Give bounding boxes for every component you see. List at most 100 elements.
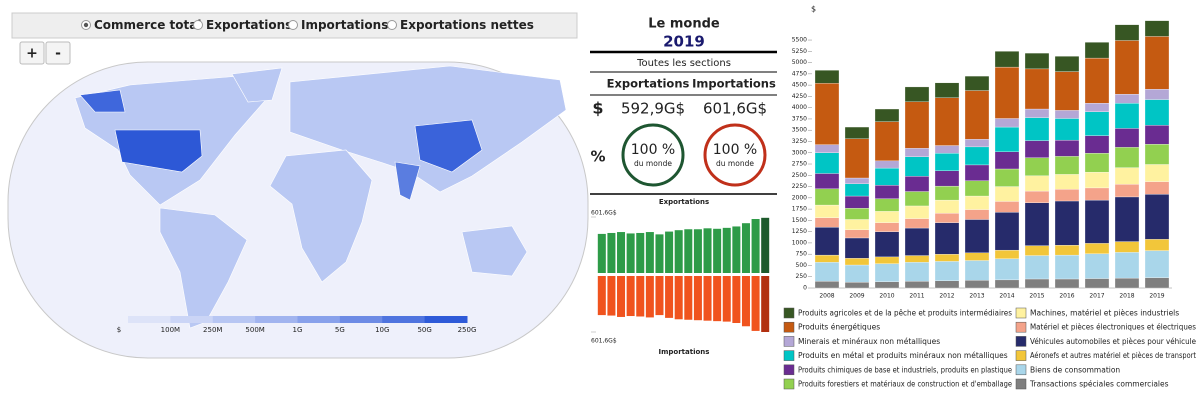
share-ring <box>703 123 767 187</box>
legend-label: Machines, matériel et pièces industriels <box>1030 309 1179 318</box>
mini-bar <box>713 228 722 273</box>
bar-segment <box>1054 200 1080 246</box>
bar-segment <box>1054 245 1080 256</box>
mini-bar <box>674 230 683 273</box>
africa <box>269 149 373 283</box>
mini-bar <box>617 276 626 317</box>
x-tick-label: 2016 <box>1059 293 1074 300</box>
china <box>414 119 483 173</box>
x-tick-label: 2018 <box>1119 293 1134 300</box>
bar-segment <box>814 262 840 282</box>
radio-dot[interactable] <box>83 22 89 28</box>
legend-swatch <box>382 316 426 323</box>
bar-segment <box>904 86 930 102</box>
x-tick-label: 2015 <box>1029 293 1044 300</box>
bar-segment <box>1024 157 1050 176</box>
y-tick-label: 1750 <box>792 206 807 213</box>
legend-label: 5G <box>335 326 345 334</box>
bar-segment <box>1084 171 1110 189</box>
bar-segment <box>1144 181 1170 195</box>
share-caption: du monde <box>634 159 672 168</box>
bar-segment <box>994 66 1020 119</box>
bar-segment <box>1144 89 1170 100</box>
mini-bar <box>655 276 664 316</box>
bar-segment <box>1054 174 1080 190</box>
zoom-button[interactable]: + <box>19 41 45 65</box>
bar-segment <box>934 199 960 214</box>
mini-title: Importations <box>659 348 710 356</box>
radio-label[interactable]: Commerce total <box>94 18 201 32</box>
bar-segment <box>994 201 1020 213</box>
y-tick-label: 3750 <box>792 115 807 122</box>
bar-segment <box>1054 139 1080 157</box>
legend-swatch <box>1015 321 1027 333</box>
mini-bar <box>732 276 741 324</box>
zoom-button[interactable]: - <box>45 41 71 65</box>
bar-segment <box>814 173 840 189</box>
bar-segment <box>1054 156 1080 175</box>
legend-swatch <box>783 350 795 361</box>
bar-segment <box>964 146 990 166</box>
bar-segment <box>1024 52 1050 70</box>
header: Exportations <box>607 77 690 91</box>
radio-option[interactable]: Exportations nettes <box>387 18 534 32</box>
y-tick-label: 5500 <box>792 37 807 44</box>
bar-segment <box>874 222 900 232</box>
y-tick-label: 5250 <box>792 48 807 55</box>
legend-swatch <box>783 378 795 390</box>
bar-segment <box>934 261 960 281</box>
bar-segment <box>1054 56 1080 72</box>
x-tick-label: 2017 <box>1089 293 1104 300</box>
mini-bar <box>617 232 626 273</box>
zoom-label[interactable]: + <box>26 46 38 62</box>
bar-segment <box>904 176 930 192</box>
bar-segment <box>904 227 930 256</box>
bar-segment <box>1024 68 1050 110</box>
radio-label[interactable]: Exportations nettes <box>400 18 534 32</box>
zoom-label[interactable]: - <box>55 46 61 62</box>
radio-label[interactable]: Importations <box>301 18 388 32</box>
bar-segment <box>1144 194 1170 240</box>
x-tick-label: 2011 <box>909 293 924 300</box>
radio-option[interactable]: Importations <box>288 18 389 32</box>
x-tick-label: 2014 <box>999 293 1014 300</box>
bar-segment <box>814 226 840 256</box>
radio-option[interactable]: Commerce total <box>81 18 202 32</box>
radio-option[interactable]: Exportations <box>193 18 293 32</box>
bar-segment <box>964 139 990 148</box>
bar-segment <box>994 151 1020 170</box>
bar-segment <box>1114 167 1140 185</box>
radio-label[interactable]: Exportations <box>206 18 292 32</box>
y-tick-label: 2750 <box>792 161 807 168</box>
bar-segment <box>874 231 900 258</box>
legend-swatch <box>424 316 468 323</box>
mini-bar <box>636 232 645 273</box>
bar-segment <box>1114 24 1140 41</box>
bar-segment <box>1054 118 1080 141</box>
legend-label: 100M <box>161 326 180 334</box>
bar-segment <box>964 195 990 210</box>
x-tick-label: 2013 <box>969 293 984 300</box>
bar-segment <box>1084 199 1110 244</box>
bar-segment <box>874 211 900 223</box>
bar-segment <box>964 209 990 220</box>
y-tick-label: 0 <box>803 285 807 292</box>
bar-segment <box>1114 252 1140 279</box>
legend-swatch <box>1015 378 1027 390</box>
radio-circle[interactable] <box>387 20 397 30</box>
radio-circle[interactable] <box>288 20 298 30</box>
zoom-box[interactable] <box>19 41 45 65</box>
legend-swatch <box>1015 350 1027 361</box>
bar-segment <box>1084 278 1110 289</box>
mini-bar <box>741 276 750 327</box>
bar-segment <box>874 185 900 199</box>
legend-swatch <box>1015 364 1027 376</box>
usa <box>114 129 203 173</box>
mini-bar <box>626 233 635 273</box>
legend-label: Produits énergétiques <box>798 323 880 332</box>
radio-circle[interactable] <box>193 20 203 30</box>
zoom-box[interactable] <box>45 41 71 65</box>
bar-segment <box>994 118 1020 128</box>
y-tick-label: 750 <box>796 251 808 258</box>
